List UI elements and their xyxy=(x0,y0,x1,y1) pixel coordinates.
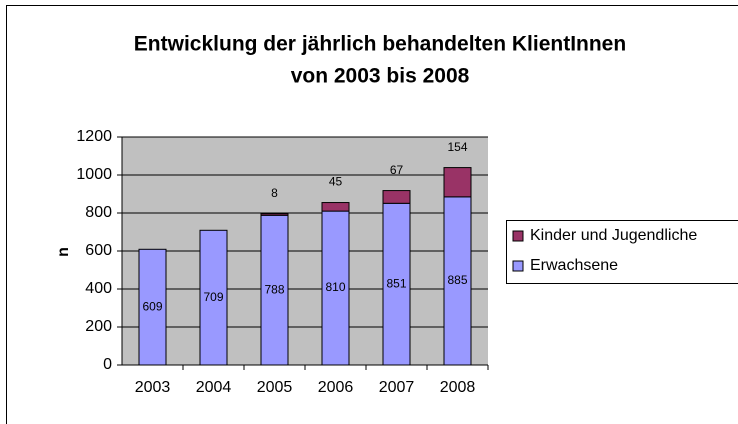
legend-swatch xyxy=(512,260,524,272)
chart-title: Entwicklung der jährlich behandelten Kli… xyxy=(134,33,626,56)
y-tick-label: 0 xyxy=(103,356,112,373)
bar-segment xyxy=(382,190,411,204)
bar-segment xyxy=(443,167,472,198)
x-tick-label: 2005 xyxy=(257,379,293,396)
y-tick-label: 1000 xyxy=(76,166,112,183)
bar-segment xyxy=(382,202,411,366)
bar-segment xyxy=(321,210,350,366)
bar-segment xyxy=(138,248,167,366)
y-axis-label: n xyxy=(55,247,72,257)
data-label: 885 xyxy=(447,273,467,287)
bar-segment xyxy=(321,202,350,212)
y-tick-label: 400 xyxy=(85,280,112,297)
y-tick-label: 200 xyxy=(85,318,112,335)
legend-label: Erwachsene xyxy=(530,257,618,274)
bar-segment xyxy=(260,213,289,216)
chart-title: von 2003 bis 2008 xyxy=(291,65,470,88)
y-tick-label: 1200 xyxy=(76,128,112,145)
x-tick-label: 2008 xyxy=(440,379,476,396)
bar-segment xyxy=(443,196,472,366)
data-label: 8 xyxy=(271,186,278,200)
y-tick-label: 800 xyxy=(85,204,112,221)
data-label: 810 xyxy=(325,280,345,294)
data-label: 67 xyxy=(390,163,404,177)
legend-label: Kinder und Jugendliche xyxy=(530,227,697,244)
x-tick-label: 2003 xyxy=(135,379,171,396)
y-tick-label: 600 xyxy=(85,242,112,259)
bar-segment xyxy=(199,229,228,366)
data-label: 788 xyxy=(264,282,284,296)
x-tick-label: 2006 xyxy=(318,379,354,396)
x-tick-label: 2007 xyxy=(379,379,415,396)
data-label: 609 xyxy=(142,299,162,313)
bar-segment xyxy=(260,214,289,366)
legend-swatch xyxy=(512,230,524,242)
data-label: 851 xyxy=(386,276,406,290)
data-label: 709 xyxy=(203,290,223,304)
legend xyxy=(506,220,738,284)
data-label: 45 xyxy=(329,175,343,189)
data-label: 154 xyxy=(447,140,467,154)
x-tick-label: 2004 xyxy=(196,379,232,396)
